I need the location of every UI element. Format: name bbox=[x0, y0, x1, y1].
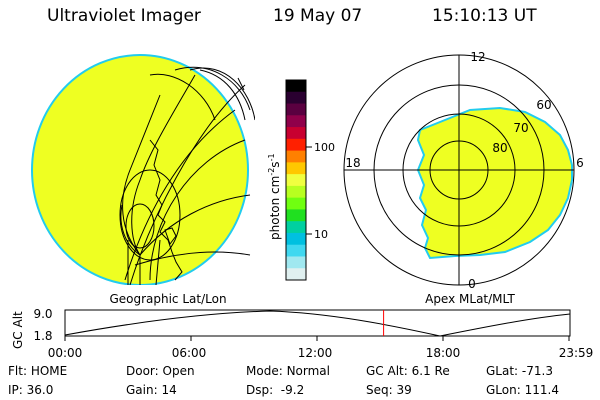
glon-status: GLon: 111.4 bbox=[486, 383, 559, 397]
door-status: Door: Open bbox=[126, 364, 195, 378]
colorbar-swatch bbox=[286, 162, 306, 175]
colorbar-swatch bbox=[286, 80, 306, 93]
ip-status: IP: 36.0 bbox=[8, 383, 54, 397]
instrument-title: Ultraviolet Imager bbox=[47, 6, 201, 26]
x-label-2359: 23:59 bbox=[559, 346, 594, 360]
x-label-12: 12:00 bbox=[298, 346, 333, 360]
colorbar-swatch bbox=[286, 244, 306, 257]
auroral-disk bbox=[31, 54, 249, 285]
colorbar-unit: photon cm-2s-1 bbox=[267, 153, 282, 240]
x-label-18: 18:00 bbox=[426, 346, 461, 360]
colorbar-swatch bbox=[286, 197, 306, 210]
left-panel-label: Geographic Lat/Lon bbox=[109, 292, 226, 306]
mlt-label-0: 0 bbox=[468, 277, 476, 291]
right-panel-label: Apex MLat/MLT bbox=[425, 292, 515, 306]
altitude-curve bbox=[64, 310, 571, 337]
alt-ymax: 9.0 bbox=[33, 307, 52, 321]
colorbar-swatch bbox=[286, 209, 306, 222]
mlt-label-12: 12 bbox=[470, 50, 485, 64]
alt-ymin: 1.8 bbox=[33, 329, 52, 343]
colorbar-frame bbox=[285, 79, 307, 281]
colorbar-swatch bbox=[286, 115, 306, 128]
gain-status: Gain: 14 bbox=[126, 383, 177, 397]
mlt-label-18: 18 bbox=[345, 156, 360, 170]
colorbar-swatch bbox=[286, 127, 306, 140]
altitude-plot: 9.0 1.8 GC Alt 00:00 06:00 12:00 18:00 2… bbox=[11, 307, 593, 360]
colorbar: 100 10 photon cm-2s-1 bbox=[267, 79, 335, 281]
colorbar-swatch bbox=[286, 91, 306, 105]
geo-outer-arcs bbox=[199, 69, 246, 121]
colorbar-swatch bbox=[286, 150, 306, 163]
mlat-label-70: 70 bbox=[513, 121, 528, 135]
colorbar-label-100: 100 bbox=[314, 141, 335, 154]
colorbar-swatch bbox=[286, 232, 306, 246]
flight-status: Flt: HOME bbox=[8, 364, 68, 378]
polar-plot: 12 6 0 18 60 70 80 bbox=[343, 50, 584, 291]
geographic-image bbox=[31, 54, 255, 285]
gc-alt-status: GC Alt: 6.1 Re bbox=[366, 364, 450, 378]
coastline bbox=[149, 139, 183, 281]
seq-status: Seq: 39 bbox=[366, 383, 412, 397]
colorbar-swatch bbox=[286, 221, 306, 234]
x-label-6: 06:00 bbox=[172, 346, 207, 360]
date-label: 19 May 07 bbox=[273, 6, 363, 26]
colorbar-swatch bbox=[286, 138, 306, 152]
colorbar-swatch bbox=[286, 103, 306, 116]
colorbar-label-10: 10 bbox=[314, 228, 328, 241]
alt-ylabel: GC Alt bbox=[11, 311, 25, 349]
dsp-status: Dsp: -9.2 bbox=[246, 383, 305, 397]
glat-status: GLat: -71.3 bbox=[486, 364, 553, 378]
mlat-label-80: 80 bbox=[492, 141, 507, 155]
geo-grid bbox=[119, 66, 255, 285]
mlat-label-60: 60 bbox=[536, 98, 551, 112]
coastline-island bbox=[164, 227, 177, 246]
colorbar-swatch bbox=[286, 268, 306, 281]
colorbar-swatch bbox=[286, 256, 306, 269]
mode-status: Mode: Normal bbox=[246, 364, 330, 378]
polar-auroral-region bbox=[416, 106, 573, 260]
time-label: 15:10:13 UT bbox=[432, 6, 537, 26]
x-label-0: 00:00 bbox=[48, 346, 83, 360]
mlt-label-6: 6 bbox=[576, 156, 584, 170]
colorbar-swatch bbox=[286, 174, 306, 187]
colorbar-swatch bbox=[286, 185, 306, 199]
